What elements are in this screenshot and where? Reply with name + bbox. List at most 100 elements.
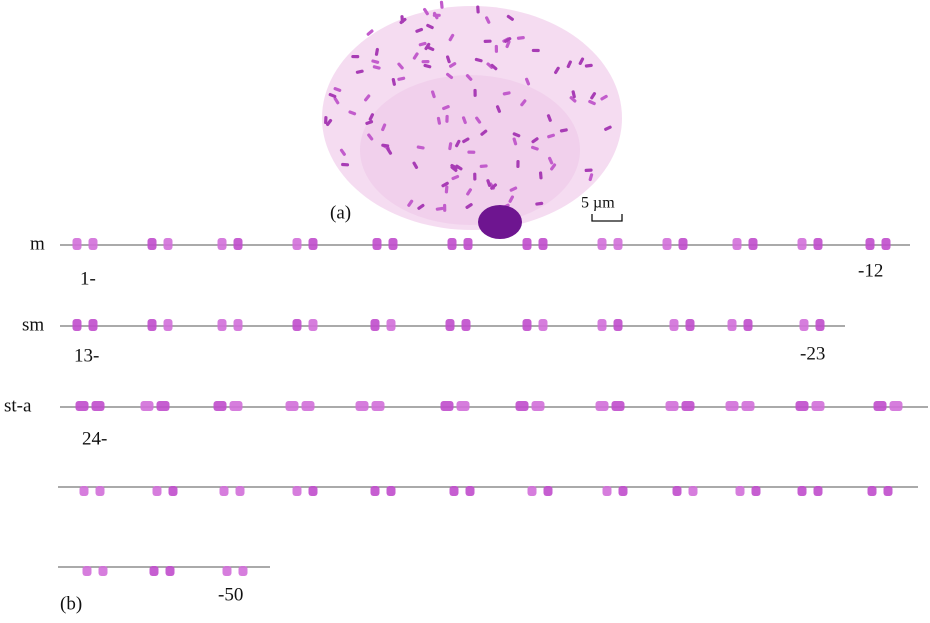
chromosome <box>725 401 739 411</box>
chromosome <box>436 116 442 125</box>
chromosome <box>417 203 425 210</box>
chromosome <box>348 110 357 116</box>
chromosome <box>440 401 454 411</box>
chromosome <box>445 319 455 331</box>
chromosome <box>678 238 688 250</box>
chromosome <box>366 29 374 36</box>
chromosome <box>554 66 560 75</box>
chromosome <box>446 72 454 80</box>
chromosome <box>474 57 483 63</box>
chromosome <box>602 486 612 496</box>
chromosome <box>95 486 105 496</box>
chromosome <box>571 90 576 99</box>
chromosome <box>559 128 568 133</box>
chromosome <box>535 201 544 206</box>
chromosome <box>426 23 434 30</box>
chromosome <box>439 0 444 9</box>
chromosome <box>456 401 470 411</box>
chromosome <box>486 179 492 187</box>
chromosome <box>727 319 737 331</box>
chromosome <box>662 238 672 250</box>
chromosome <box>163 319 173 331</box>
chromosome <box>441 181 449 188</box>
chromosome <box>548 156 554 165</box>
chromosome <box>416 145 425 150</box>
chromosome <box>455 139 461 148</box>
chromosome <box>883 486 893 496</box>
chromosome <box>751 486 761 496</box>
chromosome <box>550 163 557 171</box>
chromosome <box>152 486 162 496</box>
chromosome <box>400 15 405 24</box>
chromosome <box>418 41 427 47</box>
chromosome <box>569 96 577 103</box>
chromosome <box>669 319 679 331</box>
chromosome <box>525 77 531 86</box>
chromosome <box>308 486 318 496</box>
chromosome <box>867 486 877 496</box>
end-label: -12 <box>858 260 883 281</box>
chromosome <box>450 163 458 170</box>
chromosome <box>813 238 823 250</box>
chromosome <box>285 401 299 411</box>
chromosome <box>88 319 98 331</box>
chromosome <box>370 486 380 496</box>
chromosome <box>584 168 593 173</box>
chromosome <box>423 7 429 16</box>
chromosome <box>386 147 393 155</box>
chromosome <box>308 319 318 331</box>
chromosome <box>82 566 92 576</box>
chromosome <box>451 174 460 181</box>
chromosome <box>72 319 82 331</box>
row-class-label: m <box>30 233 45 254</box>
chromosome <box>381 143 390 148</box>
chromosome <box>333 97 340 105</box>
chromosome <box>325 118 333 127</box>
chromosome <box>543 486 553 496</box>
chromosome <box>388 238 398 250</box>
chromosome <box>547 133 555 139</box>
chromosome <box>426 45 435 52</box>
chromosome <box>435 206 444 211</box>
chromosome <box>292 319 302 331</box>
chromosome <box>595 401 609 411</box>
chromosome <box>367 133 374 141</box>
chromosome <box>364 94 371 102</box>
chromosome <box>520 99 527 107</box>
chromosome <box>473 172 477 181</box>
chromosome <box>448 62 457 68</box>
chromosome <box>372 238 382 250</box>
chromosome <box>504 37 512 43</box>
chromosome <box>613 238 623 250</box>
chromosome <box>140 401 154 411</box>
chromosome <box>566 60 572 69</box>
chromosome <box>88 238 98 250</box>
scale-bar-label: 5 µm <box>581 195 615 212</box>
chromosome <box>147 319 157 331</box>
chromosome <box>412 161 419 169</box>
chromosome <box>516 36 525 40</box>
chromosome <box>381 123 387 132</box>
chromosome <box>371 59 380 64</box>
chromosome <box>233 238 243 250</box>
chromosome <box>584 63 593 68</box>
chromosome <box>168 486 178 496</box>
chromosome <box>546 114 552 122</box>
chromosome <box>217 238 227 250</box>
chromosome <box>815 319 825 331</box>
chromosome <box>324 116 328 125</box>
chromosome <box>233 319 243 331</box>
chromosome <box>386 319 396 331</box>
chromosome <box>795 401 809 411</box>
chromosome <box>797 238 807 250</box>
row-class-label: st-a <box>4 395 32 416</box>
chromosome <box>578 57 585 65</box>
chromosome <box>374 47 379 56</box>
chromosome <box>865 238 875 250</box>
chromosome <box>527 486 537 496</box>
chromosome <box>748 238 758 250</box>
chromosome <box>449 486 459 496</box>
chromosome <box>391 77 396 86</box>
cytoplasm <box>360 75 580 225</box>
